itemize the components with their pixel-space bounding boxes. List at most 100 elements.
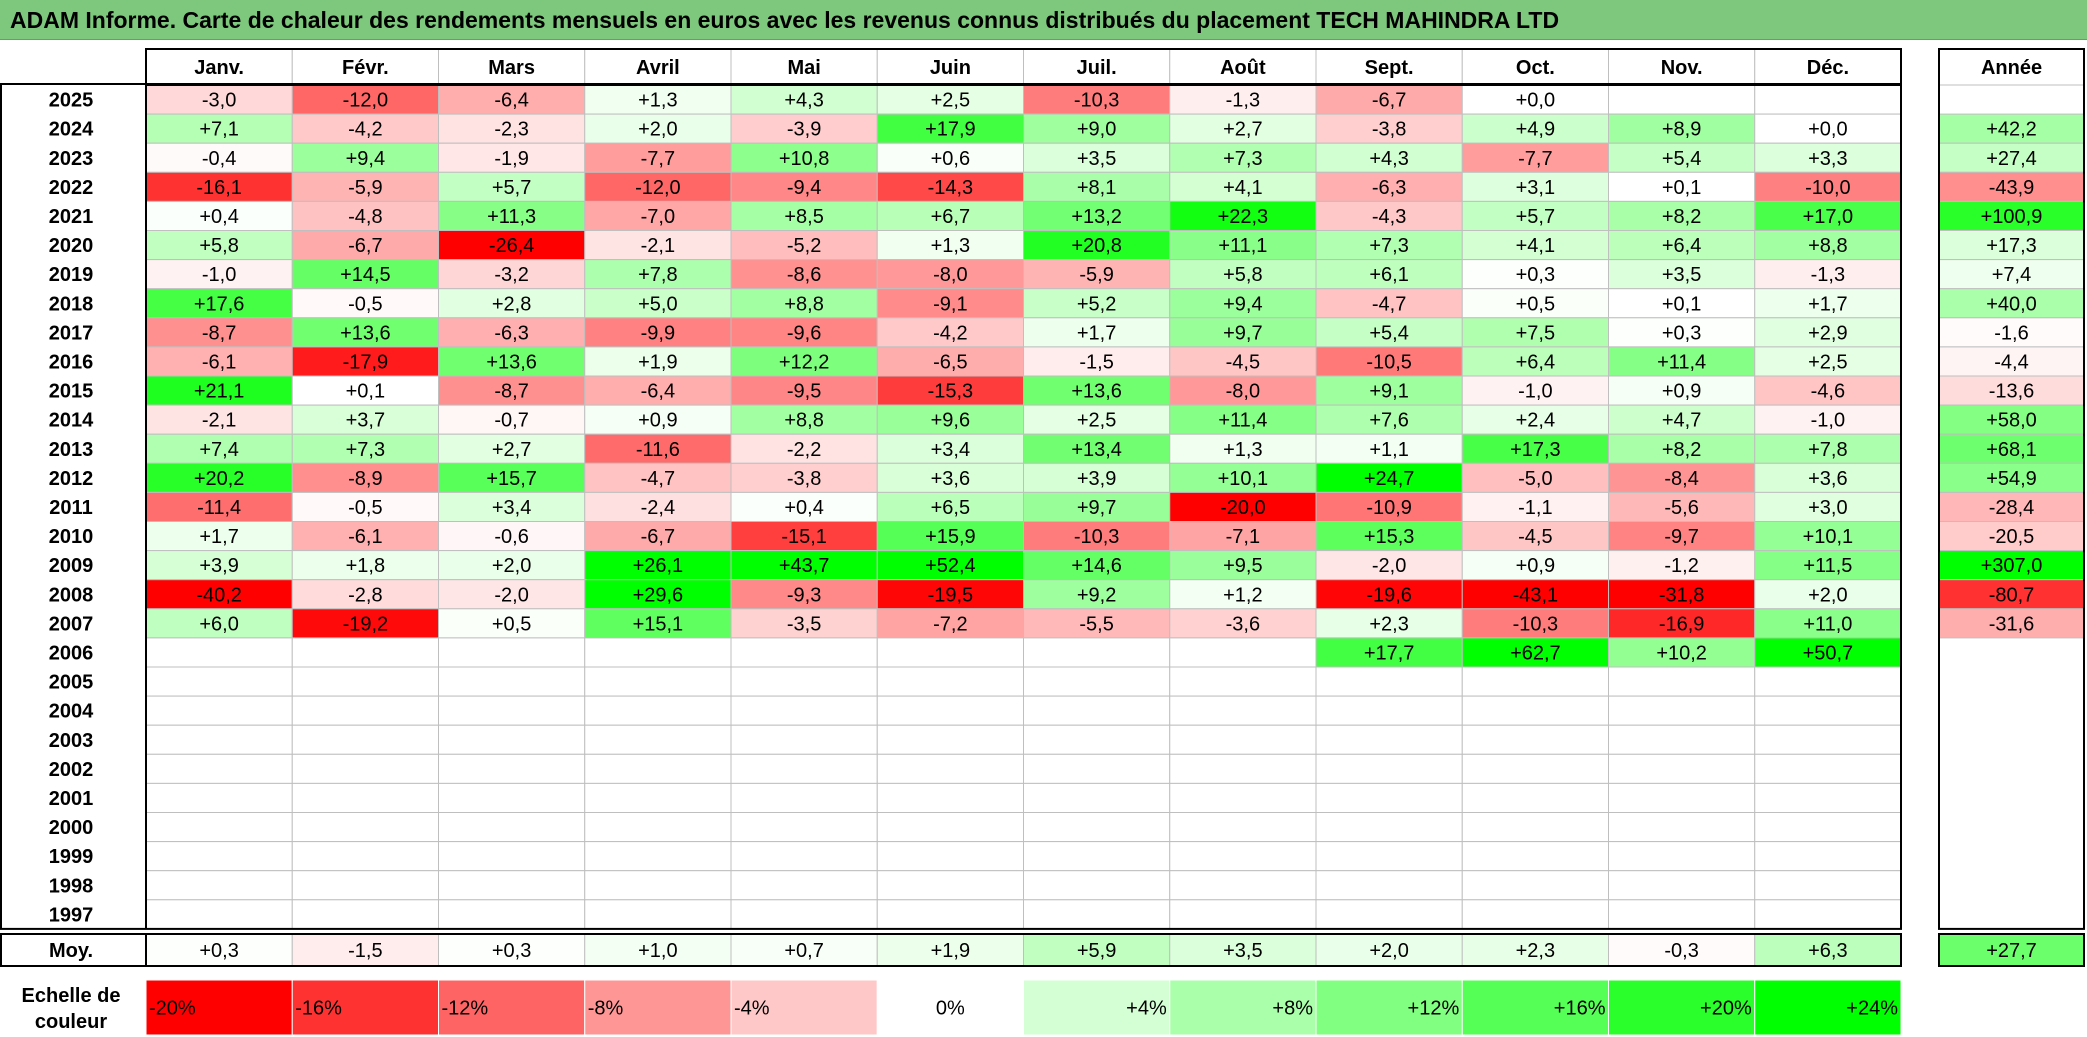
heat-cell bbox=[145, 899, 293, 930]
heat-cell bbox=[291, 433, 439, 464]
heat-cell bbox=[1169, 753, 1317, 784]
heat-cell-label: -10,9 bbox=[1366, 497, 1412, 519]
heat-cell bbox=[438, 259, 586, 290]
heat-cell-label: -2,0 bbox=[494, 584, 528, 606]
average-row-border bbox=[0, 933, 1902, 967]
heat-cell bbox=[438, 230, 586, 261]
heat-cell bbox=[1608, 899, 1756, 930]
heat-cell bbox=[584, 142, 732, 173]
heat-cell-label: +26,1 bbox=[633, 555, 684, 577]
heat-cell bbox=[1315, 171, 1463, 202]
heat-cell-label: +3,1 bbox=[1516, 177, 1555, 199]
heat-cell bbox=[584, 812, 732, 843]
heat-cell bbox=[1608, 230, 1756, 261]
heat-cell bbox=[145, 550, 293, 581]
heat-cell-label: -15,1 bbox=[781, 526, 827, 548]
heat-cell-label: -7,2 bbox=[933, 613, 967, 635]
heat-cell-label: +9,7 bbox=[1077, 497, 1116, 519]
average-cell-label: +2,0 bbox=[1369, 940, 1408, 962]
year-label: 2015 bbox=[49, 381, 94, 403]
heat-cell-label: -4,5 bbox=[1226, 351, 1260, 373]
heat-cell bbox=[730, 579, 878, 610]
year-total-cell bbox=[1938, 142, 2085, 173]
heat-cell bbox=[1315, 695, 1463, 726]
heat-cell bbox=[1608, 462, 1756, 493]
year-total-cell bbox=[1938, 550, 2085, 581]
heat-cell bbox=[438, 899, 586, 930]
heat-cell bbox=[1315, 608, 1463, 639]
heat-cell-label: -8,7 bbox=[494, 381, 528, 403]
heat-cell-label: -26,4 bbox=[489, 235, 535, 257]
heat-cell bbox=[1023, 142, 1171, 173]
year-label: 2013 bbox=[49, 439, 94, 461]
heat-cell-label: +5,7 bbox=[1516, 206, 1555, 228]
heat-cell bbox=[291, 608, 439, 639]
heat-cell bbox=[291, 491, 439, 522]
average-cell-label: +1,9 bbox=[931, 940, 970, 962]
heat-cell bbox=[291, 230, 439, 261]
scale-swatch-label: 0% bbox=[936, 998, 965, 1020]
heat-cell bbox=[1315, 375, 1463, 406]
heat-cell bbox=[145, 579, 293, 610]
heat-cell bbox=[1315, 346, 1463, 377]
average-total-label: +27,7 bbox=[1986, 940, 2037, 962]
heat-cell-label: +7,3 bbox=[1369, 235, 1408, 257]
heat-cell-label: +11,1 bbox=[1218, 235, 1267, 257]
heat-cell bbox=[1461, 288, 1609, 319]
month-header-9: Sept. bbox=[1365, 57, 1414, 79]
heat-cell bbox=[291, 841, 439, 872]
heat-cell bbox=[1608, 870, 1756, 901]
average-cell bbox=[876, 933, 1024, 967]
heat-cell-label: +9,4 bbox=[346, 148, 385, 170]
scale-swatch-label: -8% bbox=[588, 998, 624, 1020]
heat-cell-label: -7,7 bbox=[1518, 148, 1552, 170]
heat-cell-label: -14,3 bbox=[928, 177, 974, 199]
year-total-cell bbox=[1938, 433, 2085, 464]
heat-cell-label: -7,0 bbox=[641, 206, 675, 228]
heat-cell-label: +3,7 bbox=[346, 410, 385, 432]
heat-cell bbox=[1169, 200, 1317, 231]
heat-cell-label: +15,3 bbox=[1364, 526, 1415, 548]
heat-cell bbox=[584, 753, 732, 784]
heat-cell bbox=[145, 608, 293, 639]
heat-cell bbox=[438, 375, 586, 406]
heat-cell-label: +62,7 bbox=[1510, 642, 1561, 664]
header-border bbox=[145, 48, 1902, 86]
heat-cell-label: +0,9 bbox=[1516, 555, 1555, 577]
heat-cell-label: +2,0 bbox=[1808, 584, 1847, 606]
heat-cell-label: +0,1 bbox=[346, 381, 385, 403]
heat-cell-label: -6,4 bbox=[494, 90, 528, 112]
heat-cell-label: +0,5 bbox=[492, 613, 531, 635]
year-total-label: -28,4 bbox=[1989, 497, 2035, 519]
scale-label-line2: couleur bbox=[35, 1011, 107, 1033]
heat-cell-label: +11,4 bbox=[1657, 351, 1706, 373]
heat-cell-label: -5,6 bbox=[1664, 497, 1698, 519]
year-label: 2018 bbox=[49, 293, 94, 315]
heat-cell-label: -5,9 bbox=[348, 177, 382, 199]
heat-cell-label: +1,9 bbox=[638, 351, 677, 373]
heat-cell-label: +3,9 bbox=[1077, 468, 1116, 490]
heat-cell bbox=[1023, 724, 1171, 755]
scale-swatch bbox=[438, 979, 586, 1036]
heat-cell-label: +1,2 bbox=[1223, 584, 1262, 606]
heat-cell bbox=[1754, 579, 1902, 610]
heat-cell-label: -2,4 bbox=[641, 497, 675, 519]
heat-cell-label: -8,0 bbox=[1226, 381, 1260, 403]
heat-cell bbox=[291, 724, 439, 755]
heat-cell-label: +0,6 bbox=[931, 148, 970, 170]
year-label: 2007 bbox=[49, 613, 94, 635]
heat-cell bbox=[1315, 113, 1463, 144]
heat-cell bbox=[1023, 317, 1171, 348]
heat-cell bbox=[876, 171, 1024, 202]
heat-cell-label: +17,9 bbox=[925, 119, 976, 141]
heat-cell bbox=[1461, 84, 1609, 115]
heat-cell bbox=[1315, 259, 1463, 290]
heat-cell bbox=[730, 288, 878, 319]
heat-cell-label: -4,3 bbox=[1372, 206, 1406, 228]
heat-cell bbox=[1754, 753, 1902, 784]
heat-cell bbox=[145, 171, 293, 202]
heat-cell-label: -10,3 bbox=[1074, 526, 1120, 548]
year-label: 2012 bbox=[49, 468, 94, 490]
heat-cell-label: -9,6 bbox=[787, 322, 821, 344]
heat-cell-label: +7,4 bbox=[199, 439, 238, 461]
